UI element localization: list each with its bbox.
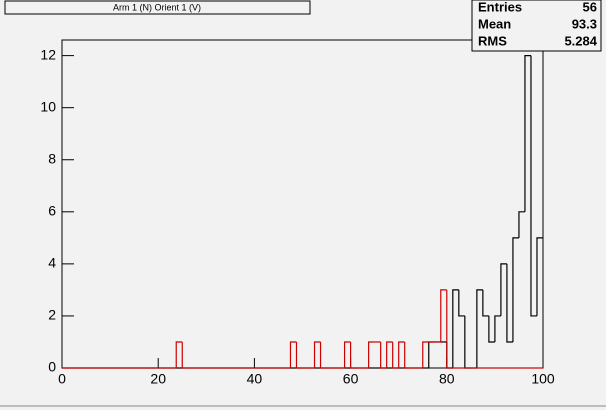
y-tick-label: 8 <box>48 150 56 166</box>
histogram-bin <box>386 341 393 368</box>
stat-label: Mean <box>478 16 511 31</box>
histogram-bin <box>512 237 519 342</box>
histogram-bin <box>350 341 357 369</box>
histogram-bin <box>422 341 429 368</box>
y-tick-label: 4 <box>48 255 56 271</box>
histogram-bin <box>181 341 189 369</box>
histogram-bin <box>404 341 411 369</box>
stats-box <box>471 0 602 52</box>
y-tick-label: 6 <box>48 203 56 219</box>
x-tick-label: 100 <box>531 371 555 387</box>
stat-value: 93.3 <box>572 16 597 31</box>
stat-label: RMS <box>478 33 507 48</box>
y-tick-label: 0 <box>48 359 56 375</box>
stat-label: Entries <box>478 0 522 14</box>
y-tick-label: 12 <box>40 46 56 62</box>
x-tick-label: 40 <box>247 371 263 387</box>
histogram-bin <box>295 341 303 369</box>
histogram-bin <box>530 55 537 317</box>
histogram-bin <box>452 289 459 368</box>
histogram-bin <box>500 263 507 316</box>
histogram-bin <box>494 315 501 342</box>
histogram-bin <box>175 341 183 368</box>
y-tick-label: 2 <box>48 307 56 323</box>
x-tick-label: 80 <box>439 371 455 387</box>
histogram-bin <box>536 237 543 316</box>
histogram-bin <box>482 289 489 317</box>
histogram-bin <box>380 341 387 369</box>
x-tick-label: 20 <box>150 371 166 387</box>
histogram-bin <box>446 289 453 369</box>
histogram-bin <box>368 341 375 368</box>
y-tick-label: 10 <box>40 98 56 114</box>
histogram-bin <box>440 289 447 342</box>
histogram-bin <box>458 289 465 317</box>
histogram-bin <box>476 289 483 368</box>
histogram-bin <box>319 341 327 369</box>
histogram-bin <box>398 341 405 368</box>
histogram-bin <box>313 341 321 368</box>
title-box <box>4 0 311 15</box>
histogram-bin <box>518 211 525 238</box>
stat-value: 56 <box>583 0 597 14</box>
stat-value: 5.284 <box>564 33 597 48</box>
histogram-bin <box>524 55 531 212</box>
histogram-bin <box>289 341 297 368</box>
histogram-bin <box>506 263 513 343</box>
x-tick-label: 0 <box>58 371 66 387</box>
x-tick-label: 60 <box>343 371 359 387</box>
histogram-bin <box>488 315 495 343</box>
histogram-bin <box>392 341 399 369</box>
chart-title: Arm 1 (N) Orient 1 (V) <box>113 2 201 12</box>
histogram-bin <box>343 341 351 368</box>
